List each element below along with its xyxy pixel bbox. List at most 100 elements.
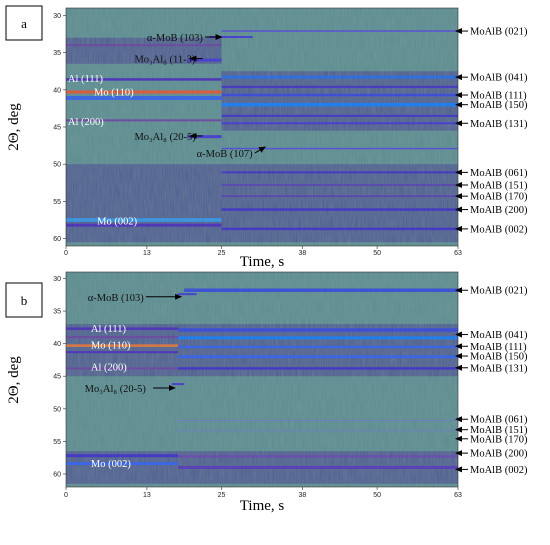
moalb-annotation: MoAlB (151) <box>470 181 528 192</box>
x-tick-label: 63 <box>454 492 462 499</box>
moalb-annotation: MoAlB (041) <box>470 330 528 341</box>
diffraction-band <box>66 223 222 227</box>
moalb-annotation: MoAlB (131) <box>470 363 528 374</box>
phase-annotation: Mo (002) <box>91 459 131 470</box>
diffraction-band <box>221 30 458 32</box>
diffraction-band <box>221 227 458 231</box>
diffraction-band <box>178 429 458 431</box>
moalb-annotation: MoAlB (002) <box>470 465 528 476</box>
diffraction-band <box>209 36 253 39</box>
moalb-annotation: MoAlB (131) <box>470 119 528 130</box>
moalb-annotation: MoAlB (170) <box>470 192 528 203</box>
x-tick-label: 50 <box>373 492 381 499</box>
diffraction-band <box>66 78 222 81</box>
diffraction-band <box>221 195 458 197</box>
y-tick-label: 60 <box>53 471 61 478</box>
y-tick-label: 40 <box>53 87 61 94</box>
moalb-annotation: MoAlB (150) <box>470 100 528 111</box>
moalb-annotation: MoAlB (021) <box>470 286 528 297</box>
diffraction-band <box>178 355 458 359</box>
moalb-annotation: MoAlB (041) <box>470 73 528 84</box>
phase-annotation: α-MoB (103) <box>147 33 203 44</box>
phase-annotation: Mo₃Al₈ (11-3) <box>134 55 195 66</box>
diffraction-band <box>221 85 458 88</box>
diffraction-band <box>221 122 458 125</box>
diffraction-band <box>178 345 458 349</box>
x-tick-label: 0 <box>64 250 68 257</box>
phase-annotation: Al (200) <box>68 117 104 128</box>
diffraction-band <box>187 58 222 62</box>
diffraction-band <box>66 454 178 458</box>
x-tick-label: 50 <box>373 250 381 257</box>
diffraction-band <box>66 344 178 347</box>
diffraction-band <box>184 288 458 292</box>
phase-annotation: Mo (110) <box>94 87 134 98</box>
diffraction-band <box>178 367 458 370</box>
phase-annotation: Al (111) <box>91 324 127 335</box>
y-tick-label: 35 <box>53 50 61 57</box>
diffraction-band <box>178 420 458 422</box>
panel-a: a 30 35 40 45 50 55 600 13 25 38 50 63 Time, s 2Θ, deg… <box>5 5 528 270</box>
y-axis-label: 2Θ, deg <box>6 356 22 404</box>
y-tick-label: 60 <box>53 236 61 243</box>
y-tick-label: 30 <box>53 13 61 20</box>
diffraction-band <box>187 135 222 139</box>
y-axis-label: 2Θ, deg <box>6 103 22 151</box>
x-tick-label: 25 <box>218 250 226 257</box>
x-axis-label: Time, s <box>240 498 285 514</box>
moalb-annotation: MoAlB (200) <box>470 449 528 460</box>
x-tick-label: 38 <box>299 250 307 257</box>
diffraction-band <box>66 351 178 354</box>
x-tick-label: 13 <box>143 250 151 257</box>
x-tick-label: 0 <box>64 492 68 499</box>
moalb-annotation: MoAlB (021) <box>470 27 528 38</box>
moalb-annotation: MoAlB (061) <box>470 168 528 179</box>
y-tick-label: 45 <box>53 125 61 132</box>
phase-annotation: Al (200) <box>91 362 127 373</box>
x-tick-label: 63 <box>454 250 462 257</box>
panel-label: b <box>21 293 28 308</box>
diffraction-band <box>178 455 458 458</box>
diffraction-band <box>171 383 185 386</box>
y-tick-label: 35 <box>53 309 61 316</box>
heatmap-texture <box>66 272 458 487</box>
diffraction-band <box>66 336 178 339</box>
panel-label-box <box>5 282 43 318</box>
diffraction-band <box>221 114 458 117</box>
diffraction-band <box>66 462 178 466</box>
diffraction-band <box>66 119 222 122</box>
diffraction-band <box>66 218 222 222</box>
diffraction-band <box>178 293 197 296</box>
panel-label: a <box>21 16 27 31</box>
moalb-annotation: MoAlB (111) <box>470 342 527 353</box>
y-tick-label: 55 <box>53 439 61 446</box>
phase-annotation: Mo₃Al₈ (20-5) <box>85 384 147 395</box>
y-tick-label: 40 <box>53 341 61 348</box>
y-tick-label: 30 <box>53 276 61 283</box>
diffraction-band <box>221 147 458 150</box>
phase-annotation: Al (111) <box>68 74 104 85</box>
diffraction-band <box>221 75 458 79</box>
diffraction-band <box>221 184 458 186</box>
diffraction-band <box>221 93 458 97</box>
x-tick-label: 38 <box>299 492 307 499</box>
diffraction-band <box>66 95 222 100</box>
moalb-annotation: MoAlB (111) <box>470 91 527 102</box>
panel-label-box <box>5 5 43 41</box>
moalb-annotation: MoAlB (061) <box>470 415 528 426</box>
diffraction-band <box>66 367 178 370</box>
moalb-annotation: MoAlB (200) <box>470 205 528 216</box>
diffraction-band <box>221 171 458 174</box>
annotation-arrow <box>254 146 266 154</box>
diffraction-band <box>66 327 178 330</box>
moalb-annotation: MoAlB (150) <box>470 352 528 363</box>
panel-b: b 30 35 40 45 50 55 60 0 13 25 38 50 63 Time, s 2Θ, deg… <box>5 271 528 514</box>
moalb-annotation: MoAlB (002) <box>470 224 528 235</box>
x-axis-label: Time, s <box>240 254 285 270</box>
diffraction-band <box>178 328 458 332</box>
moalb-annotation: MoAlB (170) <box>470 434 528 445</box>
diffraction-band <box>221 208 458 211</box>
diffraction-band <box>178 336 458 340</box>
moalb-annotation: MoAlB (151) <box>470 425 528 436</box>
